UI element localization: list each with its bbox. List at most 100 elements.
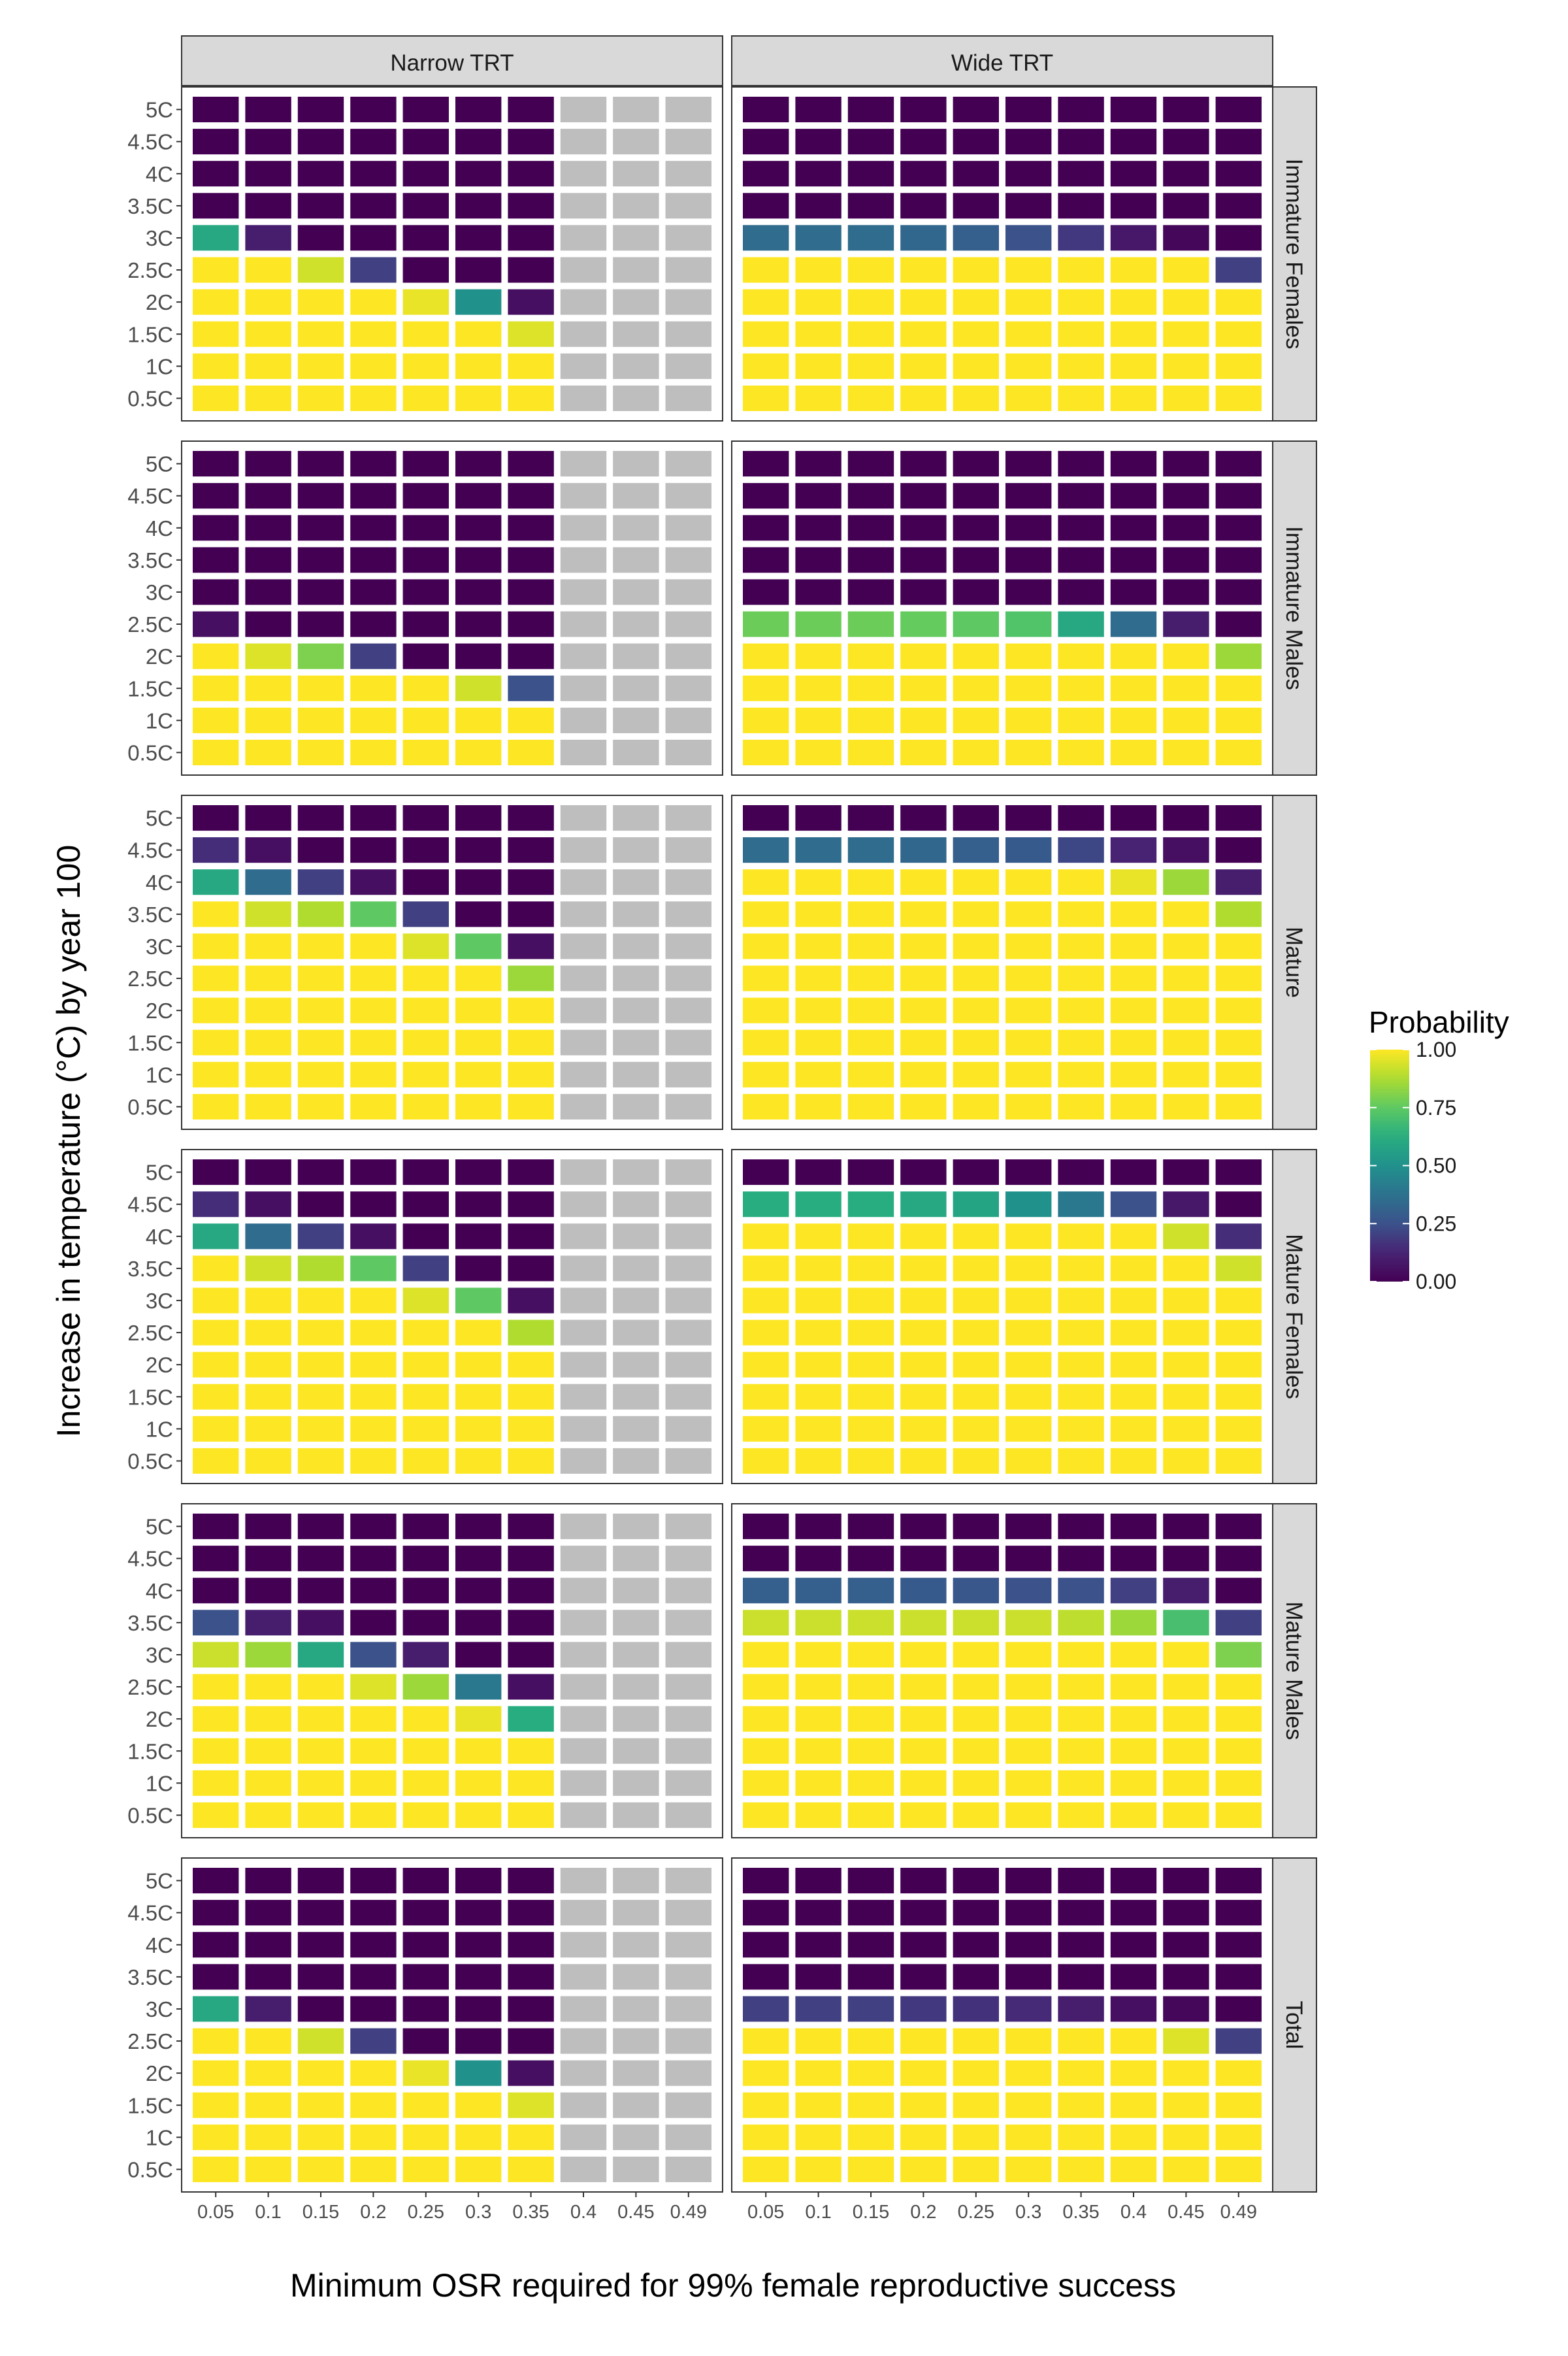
heatmap-tile [743,1610,789,1636]
heatmap-tile [402,579,449,605]
heatmap-tile [1163,1514,1209,1540]
heatmap-tile [900,1738,947,1764]
heatmap-tile [613,1448,659,1474]
heatmap-tile [1005,193,1052,219]
heatmap-tile [1110,1642,1157,1668]
heatmap-tile [613,1996,659,2022]
heatmap-tile [1005,901,1052,927]
heatmap-tile [743,997,789,1023]
heatmap-tile [508,707,554,733]
heatmap-tile [953,579,999,605]
heatmap-tile [613,2092,659,2118]
heatmap-tile [795,739,841,765]
heatmap-tile [1110,97,1157,123]
heatmap-tile [455,129,502,155]
heatmap-tile [560,1546,607,1572]
heatmap-tile [560,1900,607,1926]
heatmap-tile [1163,1770,1209,1796]
x-tick-label: 0.49 [670,2202,707,2223]
heatmap-tile [350,1093,397,1120]
heatmap-tile [1215,321,1262,347]
heatmap-tile [1110,643,1157,669]
y-tick-label: 3.5C [127,194,173,218]
heatmap-tile [297,869,344,895]
heatmap-tile [455,2156,502,2182]
heatmap-tile [613,1932,659,1958]
heatmap-tile [455,869,502,895]
heatmap-tile [245,97,291,123]
legend-tick-label: 0.00 [1416,1270,1456,1293]
heatmap-tile [900,1706,947,1732]
heatmap-tile [847,257,894,283]
heatmap-tile [665,193,711,219]
heatmap-tile [743,1964,789,1990]
heatmap-tile [1005,353,1052,379]
heatmap-tile [193,1416,239,1442]
heatmap-tile [1005,1770,1052,1796]
heatmap-tile [795,805,841,831]
heatmap-tile [953,257,999,283]
heatmap-tile [1005,1191,1052,1218]
heatmap-tile [1215,675,1262,701]
heatmap-tile [402,1964,449,1990]
heatmap-tile [350,837,397,863]
heatmap-tile [953,869,999,895]
y-tick-label: 3C [146,935,173,959]
heatmap-tile [402,1610,449,1636]
heatmap-tile [1215,1223,1262,1250]
y-tick-label: 2.5C [127,612,173,637]
heatmap-tile [847,1319,894,1346]
heatmap-tile [795,225,841,251]
heatmap-tile [297,805,344,831]
heatmap-tile [193,1706,239,1732]
heatmap-tile [1215,869,1262,895]
heatmap-tile [297,933,344,959]
heatmap-tile [1005,161,1052,187]
heatmap-tile [900,579,947,605]
heatmap-tile [1215,515,1262,541]
heatmap-tile [455,451,502,477]
heatmap-tile [455,2028,502,2054]
heatmap-tile [665,2060,711,2086]
heatmap-tile [1058,225,1104,251]
heatmap-tile [1058,675,1104,701]
heatmap-tile [1215,1770,1262,1796]
heatmap-tile [1058,2028,1104,2054]
heatmap-tile [953,1578,999,1604]
heatmap-tile [1005,1093,1052,1120]
heatmap-tile [665,805,711,831]
heatmap-tile [1110,869,1157,895]
heatmap-tile [1058,1061,1104,1087]
heatmap-tile [1005,1514,1052,1540]
heatmap-tile [900,805,947,831]
heatmap-tile [953,1352,999,1378]
heatmap-tile [795,1352,841,1378]
x-tick-label: 0.25 [958,2202,994,2223]
heatmap-tile [1163,1159,1209,1186]
y-tick-label: 0.5C [127,2157,173,2182]
heatmap-tile [1110,483,1157,509]
y-tick-label: 2.5C [127,1675,173,1699]
heatmap-tile [847,1159,894,1186]
heatmap-tile [953,321,999,347]
heatmap-tile [613,1738,659,1764]
heatmap-tile [1005,2060,1052,2086]
heatmap-tile [455,1448,502,1474]
heatmap-tile [1110,1706,1157,1732]
heatmap-tile [795,675,841,701]
heatmap-tile [1058,643,1104,669]
heatmap-tile [402,1029,449,1055]
heatmap-tile [1163,1868,1209,1894]
heatmap-tile [743,1706,789,1732]
row-strip-label: Immature Males [1281,526,1307,690]
heatmap-tile [847,2156,894,2182]
heatmap-tile [560,193,607,219]
heatmap-tile [613,2060,659,2086]
heatmap-tile [1215,1384,1262,1410]
heatmap-tile [613,353,659,379]
heatmap-tile [508,1029,554,1055]
heatmap-tile [245,2028,291,2054]
heatmap-tile [665,483,711,509]
heatmap-tile [1215,739,1262,765]
heatmap-tile [350,1900,397,1926]
